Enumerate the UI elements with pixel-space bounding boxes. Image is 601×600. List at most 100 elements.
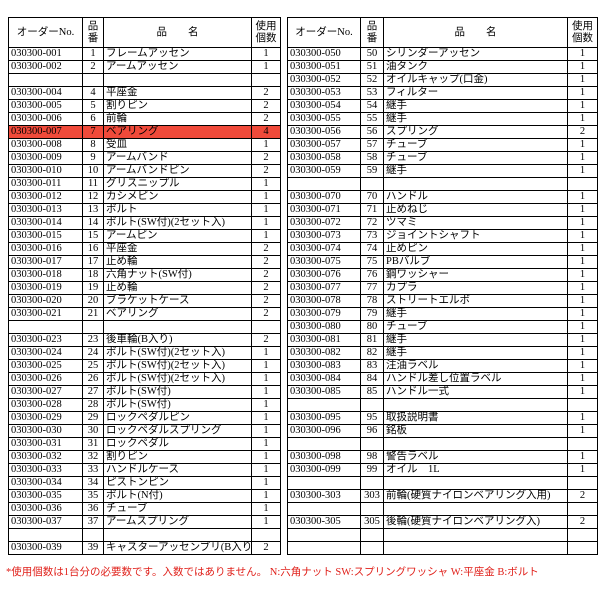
quantity: 1 xyxy=(567,151,598,165)
part-no: 14 xyxy=(82,216,104,230)
order-no: 030300-099 xyxy=(287,463,361,477)
quantity: 1 xyxy=(251,502,281,516)
quantity: 1 xyxy=(567,216,598,230)
part-no: 6 xyxy=(82,112,104,126)
blank-cell xyxy=(287,476,361,490)
column-header: オーダーNo. xyxy=(8,17,83,48)
blank-cell xyxy=(287,528,361,542)
order-no: 030300-036 xyxy=(8,502,83,516)
part-name: 割りピン xyxy=(103,450,252,464)
blank-cell xyxy=(567,502,598,516)
part-no: 17 xyxy=(82,255,104,269)
order-no: 030300-084 xyxy=(287,372,361,386)
column-header: 品 名 xyxy=(103,17,252,48)
part-no: 95 xyxy=(360,411,384,425)
quantity: 1 xyxy=(251,177,281,191)
table-row: 030300-015 15 アームピン 1 xyxy=(8,229,281,243)
blank-cell xyxy=(82,528,104,542)
quantity: 2 xyxy=(251,99,281,113)
part-no: 52 xyxy=(360,73,384,87)
order-no: 030300-026 xyxy=(8,372,83,386)
part-name: オイル 1L xyxy=(383,463,568,477)
order-no: 030300-071 xyxy=(287,203,361,217)
quantity: 1 xyxy=(567,463,598,477)
order-no: 030300-074 xyxy=(287,242,361,256)
blank-cell xyxy=(251,320,281,334)
quantity: 2 xyxy=(251,242,281,256)
table-row: 030300-075 75 PBバルブ 1 xyxy=(287,255,598,269)
part-name: ベアリング xyxy=(103,307,252,321)
part-no: 80 xyxy=(360,320,384,334)
part-name: アームバンド xyxy=(103,151,252,165)
quantity: 2 xyxy=(251,281,281,295)
part-name: ツマミ xyxy=(383,216,568,230)
order-no: 030300-008 xyxy=(8,138,83,152)
table-row: 030300-059 59 継手 1 xyxy=(287,164,598,178)
part-name: 油タンク xyxy=(383,60,568,74)
table-row: 030300-070 70 ハンドル 1 xyxy=(287,190,598,204)
part-name: ベアリング xyxy=(103,125,252,139)
part-name: チューブ xyxy=(383,320,568,334)
order-no: 030300-017 xyxy=(8,255,83,269)
quantity: 1 xyxy=(251,463,281,477)
part-no: 58 xyxy=(360,151,384,165)
table-row: 030300-020 20 ブラケットケース 2 xyxy=(8,294,281,308)
part-name: 後輪(硬質ナイロンベアリング入) xyxy=(383,515,568,529)
part-name: 後車輪(B入り) xyxy=(103,333,252,347)
part-no: 72 xyxy=(360,216,384,230)
order-no: 030300-021 xyxy=(8,307,83,321)
part-no: 76 xyxy=(360,268,384,282)
blank-row xyxy=(287,177,598,191)
quantity: 1 xyxy=(251,138,281,152)
part-name: チューブ xyxy=(383,151,568,165)
part-no: 30 xyxy=(82,424,104,438)
part-name: アームバンドピン xyxy=(103,164,252,178)
quantity: 2 xyxy=(567,489,598,503)
part-no: 19 xyxy=(82,281,104,295)
blank-cell xyxy=(567,437,598,451)
order-no: 030300-009 xyxy=(8,151,83,165)
table-row: 030300-056 56 スプリング 2 xyxy=(287,125,598,139)
part-no: 35 xyxy=(82,489,104,503)
footnote: *使用個数は1台分の必要数です。入数ではありません。 N:六角ナット SW:スプ… xyxy=(6,567,539,578)
part-no: 31 xyxy=(82,437,104,451)
part-no: 23 xyxy=(82,333,104,347)
order-no: 030300-001 xyxy=(8,47,83,61)
order-no: 030300-058 xyxy=(287,151,361,165)
table-row: 030300-073 73 ジョイントシャフト 1 xyxy=(287,229,598,243)
part-no: 75 xyxy=(360,255,384,269)
quantity: 1 xyxy=(567,307,598,321)
table-row: 030300-005 5 割りピン 2 xyxy=(8,99,281,113)
blank-cell xyxy=(360,502,384,516)
table-row: 030300-085 85 ハンドル一式 1 xyxy=(287,385,598,399)
table-row: 030300-053 53 フィルター 1 xyxy=(287,86,598,100)
order-no: 030300-023 xyxy=(8,333,83,347)
order-no: 030300-018 xyxy=(8,268,83,282)
order-no: 030300-075 xyxy=(287,255,361,269)
order-no: 030300-004 xyxy=(8,86,83,100)
blank-cell xyxy=(567,528,598,542)
order-no: 030300-016 xyxy=(8,242,83,256)
order-no: 030300-078 xyxy=(287,294,361,308)
blank-row xyxy=(8,73,281,87)
quantity: 2 xyxy=(251,268,281,282)
blank-cell xyxy=(360,541,384,555)
table-row: 030300-024 24 ボルト(SW付)(2セット入) 1 xyxy=(8,346,281,360)
table-row: 030300-079 79 継手 1 xyxy=(287,307,598,321)
order-no: 030300-077 xyxy=(287,281,361,295)
order-no: 030300-030 xyxy=(8,424,83,438)
order-no: 030300-096 xyxy=(287,424,361,438)
table-row: 030300-008 8 受皿 1 xyxy=(8,138,281,152)
quantity: 1 xyxy=(251,359,281,373)
part-name: ハンドル一式 xyxy=(383,385,568,399)
table-row: 030300-028 28 ボルト(SW付) 1 xyxy=(8,398,281,412)
part-name: ロックペダルスプリング xyxy=(103,424,252,438)
part-name: アームアッセン xyxy=(103,60,252,74)
table-row: 030300-016 16 平座金 2 xyxy=(8,242,281,256)
table-row: 030300-025 25 ボルト(SW付)(2セット入) 1 xyxy=(8,359,281,373)
table-row: 030300-081 81 継手 1 xyxy=(287,333,598,347)
table-row: 030300-033 33 ハンドルケース 1 xyxy=(8,463,281,477)
part-name: スプリング xyxy=(383,125,568,139)
part-name: 鋼ワッシャー xyxy=(383,268,568,282)
part-no: 83 xyxy=(360,359,384,373)
